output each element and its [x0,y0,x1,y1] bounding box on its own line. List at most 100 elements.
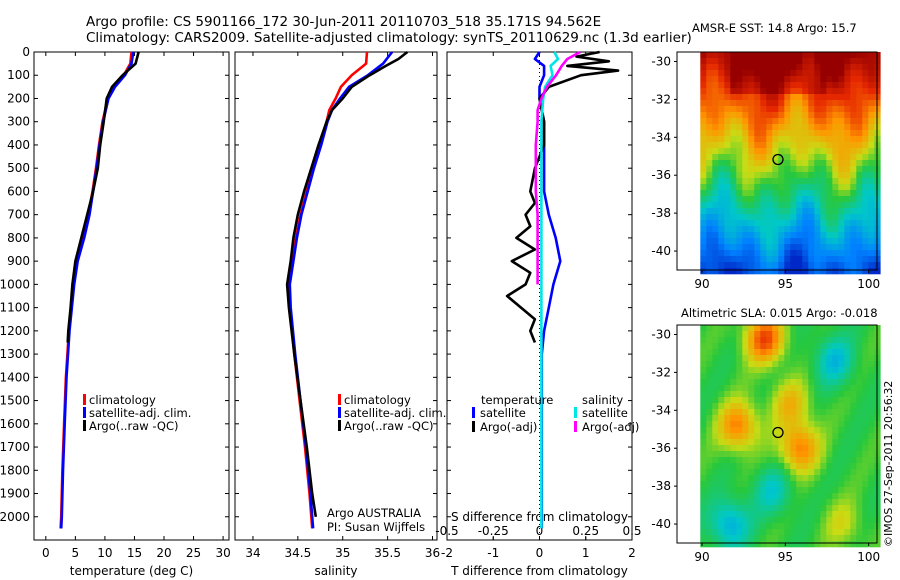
sst-field [700,52,881,275]
series-line-argo-adj- [534,50,581,285]
map-y-tick-label: -40 [651,244,671,258]
argo-location-marker [772,426,784,439]
series-line-argo-adj- [505,50,620,343]
difference-panel: -2 -1 0 1 2T difference from climatology -0.5… [435,50,642,578]
y-tick-label: 1800 [0,463,30,477]
map-y-tick-label: -32 [651,365,671,379]
map-y-tick-label: -32 [651,92,671,106]
x-tick-label: 34 [245,546,260,560]
timestamp-label: ©IMOS 27-Sep-2011 20:56:32 [882,381,895,547]
y-tick-label: 1100 [0,301,30,315]
y-tick-label: 2000 [0,510,30,524]
legend-swatch-t-satellite [472,407,475,418]
annotation-pi: PI: Susan Wijffels [327,520,425,534]
legend-label-t-argo: Argo(-adj) [480,420,537,434]
y-tick-label: 1000 [0,277,30,291]
y-tick-label: 1600 [0,417,30,431]
y-tick-label: 1300 [0,347,30,361]
s-tick-label: 0.25 [572,524,599,538]
difference-legend: temperature salinity satellite Argo(-adj… [472,393,639,434]
x-tick-label: -2 [441,546,453,560]
legend-label-satellite: satellite-adj. clim. [89,406,191,420]
x-tick-label: 20 [156,546,171,560]
y-tick-label: 700 [7,208,30,222]
map-x-tick-label: 90 [694,277,709,291]
legend-swatch-s-satellite [574,407,577,418]
sst-map-title: AMSR-E SST: 14.8 Argo: 15.7 [692,21,857,35]
legend-swatch-satellite [83,407,86,418]
y-tick-label: 200 [7,91,30,105]
legend-swatch-argo [338,420,341,431]
map-frame [676,324,878,544]
legend-label-argo: Argo(..raw -QC) [89,419,179,433]
header-line1: Argo profile: CS 5901166_172 30-Jun-2011… [86,14,601,30]
map-y-tick-label: -30 [651,54,671,68]
x-tick-label: 36 [425,546,440,560]
series-line-argo-raw-qc- [66,51,140,343]
y-tick-label: 900 [7,254,30,268]
y-tick-label: 600 [7,184,30,198]
map-x-tick-label: 100 [857,277,880,291]
y-tick-label: 300 [7,115,30,129]
temperature-panel: 0100200300400500600700800900100011001200… [0,45,231,578]
x-axis-label: temperature (deg C) [70,564,193,578]
sla-map-title: Altimetric SLA: 0.015 Argo: -0.018 [681,306,878,320]
s-tick-label: 0 [536,524,544,538]
y-tick-label: 1900 [0,487,30,501]
x-tick-label: 0 [536,546,544,560]
plot-frame [234,51,438,541]
legend-label-s-satellite: satellite [582,406,628,420]
y-tick-label: 0 [22,45,30,59]
sla-map: -30 -32 -34 -36 -38 -40 90 95 100 [651,324,881,564]
y-tick-label: 400 [7,138,30,152]
map-y-tick-label: -38 [651,206,671,220]
map-y-tick-label: -30 [651,327,671,341]
y-tick-label: 1700 [0,440,30,454]
x-tick-label: 25 [186,546,201,560]
legend-swatch-climatology [338,394,341,405]
temperature-legend: climatology satellite-adj. clim. Argo(..… [83,393,191,433]
salinity-panel: 34 34.5 35 35.5 36 salinity [234,50,440,578]
x-tick-label: 1 [582,546,590,560]
series-line-satellite-adj-clim- [59,51,135,529]
y-tick-label: 1200 [0,324,30,338]
legend-title-salinity: salinity [582,393,623,407]
legend-swatch-t-argo [472,421,475,432]
map-frame [676,51,878,271]
x-tick-label: 35.5 [374,546,401,560]
map-x-tick-label: 95 [778,550,793,564]
legend-swatch-argo [83,420,86,431]
s-tick-label: -0.25 [478,524,509,538]
x-tick-label: 2 [628,546,636,560]
legend-label-s-argo: Argo(-adj) [582,420,639,434]
x-tick-label: 5 [72,546,80,560]
sst-map: -30 -32 -34 -36 -38 -40 90 95 100 [651,51,881,291]
x-tick-label: 0 [42,546,50,560]
legend-label-satellite: satellite-adj. clim. [344,406,446,420]
y-tick-label: 1500 [0,394,30,408]
y-tick-label: 1400 [0,370,30,384]
y-tick-label: 500 [7,161,30,175]
legend-title-temperature: temperature [481,393,553,407]
x-axis-label: salinity [314,564,357,578]
s-axis-label: S difference from climatology [451,510,628,524]
map-x-tick-label: 95 [778,277,793,291]
map-x-tick-label: 90 [694,550,709,564]
annotation-argo-australia: Argo AUSTRALIA [327,506,421,520]
legend-swatch-climatology [83,394,86,405]
legend-label-climatology: climatology [344,393,411,407]
legend-label-climatology: climatology [89,393,156,407]
x-tick-label: 30 [215,546,230,560]
legend-label-argo: Argo(..raw -QC) [344,419,434,433]
legend-swatch-s-argo [574,421,577,432]
header-line2: Climatology: CARS2009. Satellite-adjuste… [86,30,692,46]
map-y-tick-label: -38 [651,479,671,493]
legend-swatch-satellite [338,407,341,418]
x-tick-label: 15 [127,546,142,560]
sla-field [700,325,881,548]
argo-location-marker [772,153,784,166]
s-tick-label: 0.5 [622,524,641,538]
y-tick-label: 100 [7,68,30,82]
s-tick-label: -0.5 [435,524,458,538]
map-x-tick-label: 100 [857,550,880,564]
